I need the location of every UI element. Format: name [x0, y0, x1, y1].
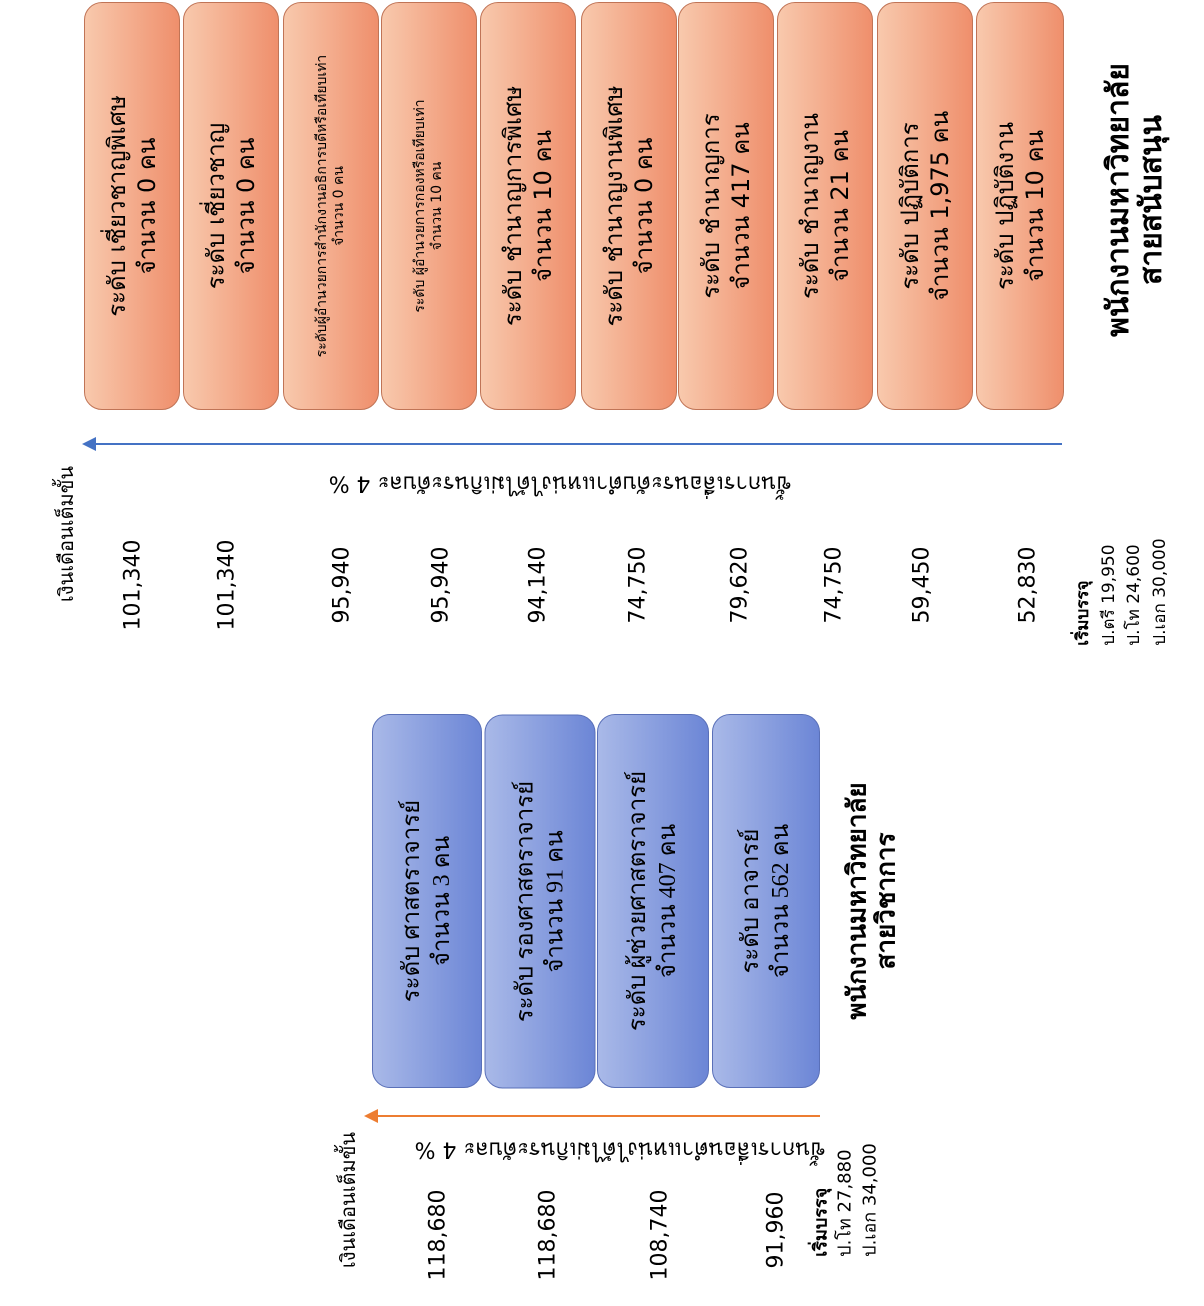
academic-level-count: จำนวน 562 คน: [768, 823, 794, 979]
academic-level-box: ระดับ อาจารย์ จำนวน 562 คน: [712, 714, 820, 1088]
academic-level-wrapper: ระดับ ผู้ช่วยศาสตราจารย์ จำนวน 407 คน: [597, 714, 709, 1088]
academic-level-box: ระดับ ผู้ช่วยศาสตราจารย์ จำนวน 407 คน: [597, 714, 709, 1088]
academic-section-title: พนักงานมหาวิทยาลัย สายวิชาการ: [842, 782, 901, 1020]
academic-level-count: จำนวน 407 คน: [655, 823, 681, 979]
academic-level-label: ระดับ อาจารย์: [738, 828, 764, 974]
academic-level-wrapper: ระดับ ศาสตราจารย์ จำนวน 3 คน: [372, 714, 482, 1088]
academic-level-box: ระดับ ศาสตราจารย์ จำนวน 3 คน: [372, 714, 482, 1088]
academic-level-label: ระดับ รองศาสตราจารย์: [511, 780, 538, 1022]
academic-level-count: จำนวน 3 คน: [429, 835, 455, 967]
academic-level-wrapper: ระดับ รองศาสตราจารย์ จำนวน 91 คน: [484, 714, 595, 1088]
academic-level-label: ระดับ ผู้ช่วยศาสตราจารย์: [625, 770, 651, 1032]
academic-level-count: จำนวน 91 คน: [541, 829, 568, 973]
academic-title-line2: สายวิชาการ: [871, 832, 901, 970]
academic-level-wrapper: ระดับ อาจารย์ จำนวน 562 คน: [712, 714, 820, 1088]
academic-level-box: ระดับ รองศาสตราจารย์ จำนวน 91 คน: [484, 714, 595, 1088]
academic-level-label: ระดับ ศาสตราจารย์: [399, 799, 425, 1003]
academic-title-line1: พนักงานมหาวิทยาลัย: [842, 782, 873, 1020]
